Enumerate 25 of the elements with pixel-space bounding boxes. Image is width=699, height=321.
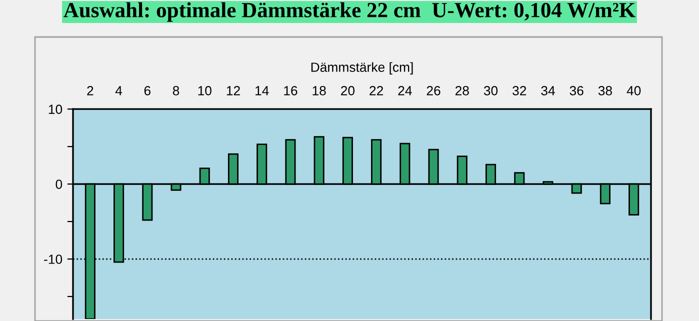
x-tick-label: 38 — [598, 86, 612, 96]
x-tick-label: 28 — [455, 86, 469, 96]
x-tick-label: 26 — [426, 86, 440, 96]
x-tick-label: 36 — [570, 86, 584, 96]
x-tick-label: 12 — [226, 86, 240, 96]
x-tick-label: 32 — [512, 86, 526, 96]
x-tick-label: 30 — [484, 86, 498, 96]
x-tick-label: 8 — [172, 86, 180, 96]
x-tick-label: 6 — [144, 86, 150, 96]
y-tick-label: 10 — [48, 104, 62, 114]
x-axis-title: Dämmstärke [cm] — [311, 62, 413, 75]
chart-title: Auswahl: optimale Dämmstärke 22 cm U-Wert: 0,104 W/m²K — [64, 2, 636, 22]
x-tick-label: 34 — [541, 86, 555, 96]
x-tick-label: 20 — [341, 86, 355, 96]
x-tick-label: 22 — [370, 86, 383, 96]
y-tick-label: 0 — [56, 180, 62, 189]
x-tick-label: 10 — [198, 86, 212, 96]
x-tick-label: 14 — [256, 86, 269, 96]
x-tick-label: 2 — [87, 86, 94, 96]
x-tick-label: 18 — [312, 86, 326, 96]
x-tick-label: 24 — [398, 86, 412, 96]
x-tick-label: 40 — [626, 86, 641, 96]
x-tick-label: 4 — [115, 86, 122, 96]
x-tick-label: 16 — [284, 86, 298, 96]
y-tick-label: -10 — [44, 254, 62, 264]
